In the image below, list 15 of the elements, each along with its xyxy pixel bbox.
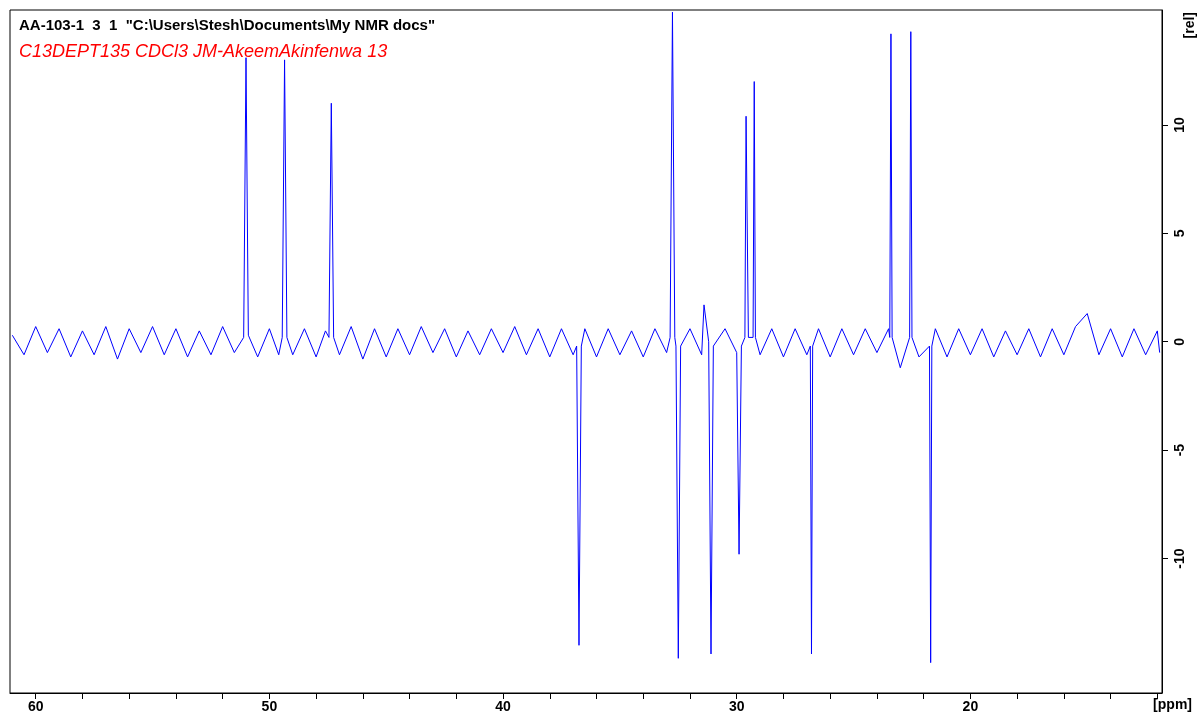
text: C13DEPT135 CDCl3 JM-AkeemAkinfenwa 13 [19, 41, 388, 61]
y-tick-label: 10 [1171, 116, 1187, 133]
y-tick-label: 5 [1171, 229, 1187, 238]
chart-title: AA-103-1 3 1 "C:\Users\Stesh\Documents\My NMR docs" [19, 16, 436, 33]
x-tick-label: 50 [261, 698, 278, 714]
x-tick-label: 20 [962, 698, 979, 714]
y-axis-title: [rel] [1181, 12, 1197, 39]
y-tick-label: -5 [1171, 443, 1187, 457]
line-series [11, 11, 1161, 664]
x-tick-label: 40 [495, 698, 512, 714]
x-axis-title: [ppm] [1153, 696, 1193, 712]
y-tick-label: 0 [1171, 337, 1187, 346]
y-tick-label: -10 [1171, 548, 1187, 569]
x-tick-label: 30 [728, 698, 745, 714]
x-tick-label: 60 [27, 698, 44, 714]
